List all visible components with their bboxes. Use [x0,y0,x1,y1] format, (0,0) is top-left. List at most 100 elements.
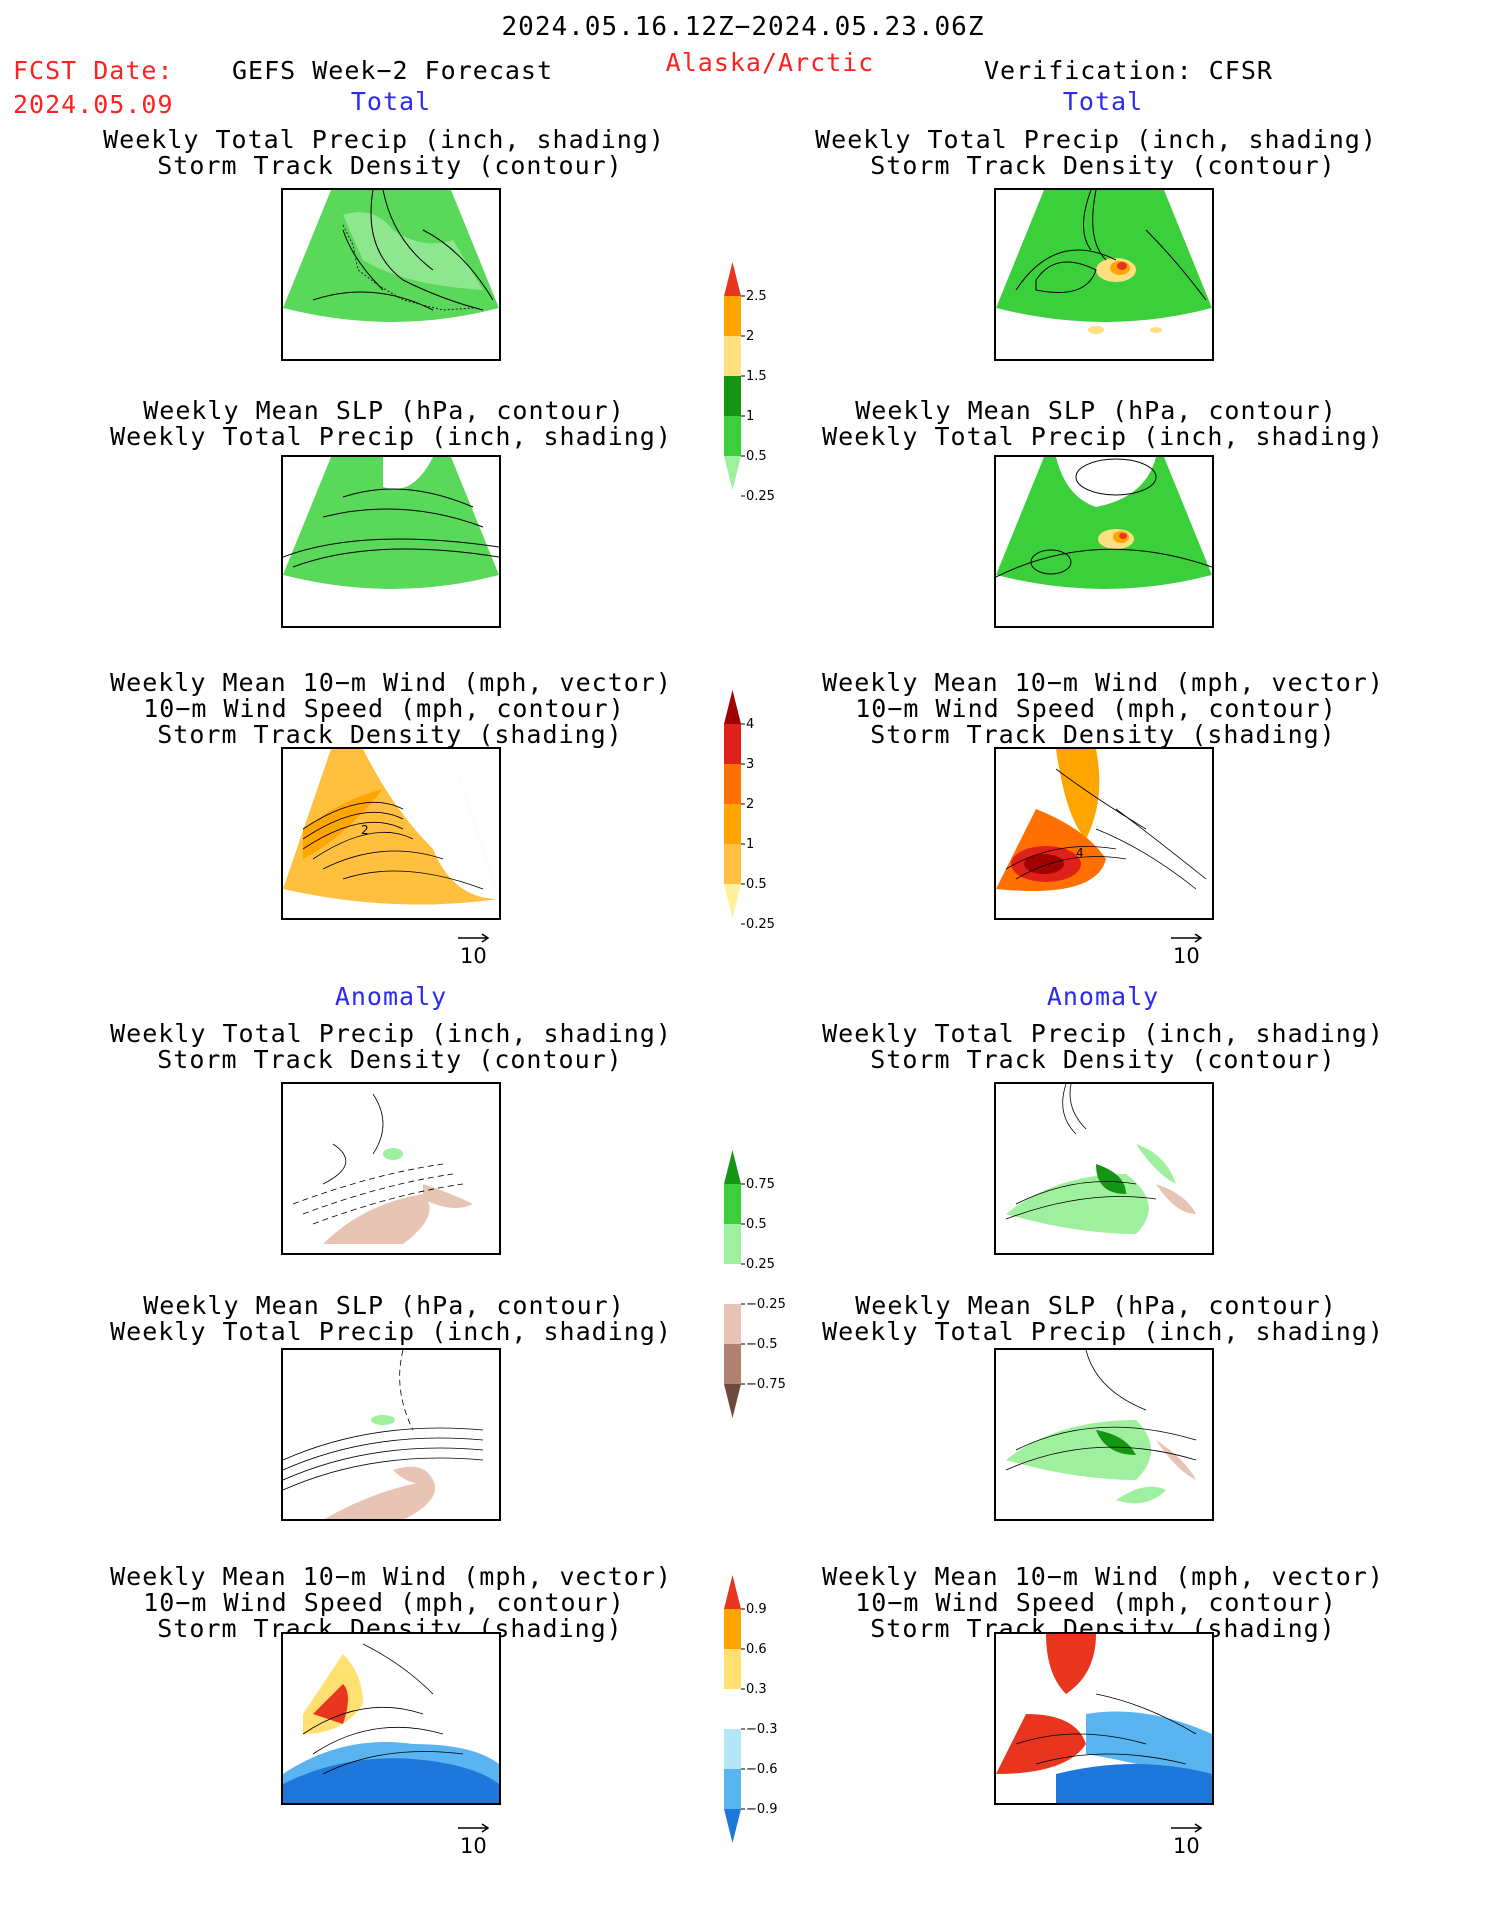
colorbar-label: 3 [746,757,754,772]
colorbar-label: 0.5 [746,877,767,892]
map-anom-precip-verification [994,1082,1214,1255]
verification-label: Verification: CFSR [984,56,1273,85]
map-anom-slp-forecast [281,1348,501,1521]
colorbar-precip-total: 2.5 2 1.5 1 0.5 0.25 [707,262,775,551]
colorbar-segment [724,1384,741,1418]
colorbar-segment [724,884,741,918]
colorbar-label: −0.6 [746,1762,778,1777]
colorbar-segment [724,1809,741,1843]
title-l5-line2: Weekly Total Precip (inch, shading) [110,1317,672,1346]
vector-reference-arrow: 10 [456,1820,516,1858]
colorbar-storm-total: 4 3 2 1 0.5 0.25 [707,690,775,979]
vector-reference-arrow: 10 [1169,1820,1229,1858]
colorbar-label: 4 [746,717,754,732]
colorbar-segment [724,844,741,884]
colorbar-label: 1.5 [746,369,767,384]
colorbar-segment [724,1344,741,1384]
section-anomaly-left: Anomaly [334,982,448,1011]
colorbar-segment [724,336,741,376]
title-r2-line1: Weekly Mean SLP (hPa, contour) [855,396,1337,425]
title-r5-line1: Weekly Mean SLP (hPa, contour) [855,1291,1337,1320]
colorbar-label: −0.75 [746,1377,786,1392]
colorbar-label: −0.5 [746,1337,778,1352]
vector-reference-label: 10 [1173,944,1200,968]
colorbar-label: 0.25 [746,1257,775,1272]
colorbar-segment [724,1689,741,1729]
map-total-slp-forecast [281,455,501,628]
title-r3-line3: Storm Track Density (shading) [870,720,1336,749]
title-l4-line2: Storm Track Density (contour) [157,1045,623,1074]
contour-label: 2 [361,823,369,837]
colorbar-segment [724,1609,741,1649]
title-l1-line1: Weekly Total Precip (inch, shading) [103,125,665,154]
title-l3-line3: Storm Track Density (shading) [157,720,623,749]
title-l5-line1: Weekly Mean SLP (hPa, contour) [143,1291,625,1320]
colorbar-segment [724,1150,741,1184]
colorbar-segment [724,1649,741,1689]
title-r4-line2: Storm Track Density (contour) [870,1045,1336,1074]
vector-reference-label: 10 [460,944,487,968]
colorbar-segment [724,764,741,804]
section-total-left: Total [350,87,432,116]
colorbar-segment [724,456,741,490]
title-r4-line1: Weekly Total Precip (inch, shading) [822,1019,1384,1048]
title-r5-line2: Weekly Total Precip (inch, shading) [822,1317,1384,1346]
title-l6-line1: Weekly Mean 10−m Wind (mph, vector) [110,1562,672,1591]
colorbar-label: 2 [746,329,754,344]
title-r6-line1: Weekly Mean 10−m Wind (mph, vector) [822,1562,1384,1591]
colorbar-segment [724,262,741,296]
title-r3-line2: 10−m Wind Speed (mph, contour) [855,694,1337,723]
fcst-date-value: 2024.05.09 [13,90,174,119]
title-r2-line2: Weekly Total Precip (inch, shading) [822,422,1384,451]
section-total-right: Total [1062,87,1144,116]
colorbar-label: 2.5 [746,289,767,304]
title-r1-line2: Storm Track Density (contour) [870,151,1336,180]
colorbar-label: 0.5 [746,449,767,464]
colorbar-storm-anomaly: 0.9 0.6 0.3 −0.3 −0.6 −0.9 [707,1575,778,1864]
title-r3-line1: Weekly Mean 10−m Wind (mph, vector) [822,668,1384,697]
section-anomaly-right: Anomaly [1046,982,1160,1011]
colorbar-label: 2 [746,797,754,812]
colorbar-label: 0.75 [746,1177,775,1192]
title-l3-line2: 10−m Wind Speed (mph, contour) [143,694,625,723]
map-total-slp-verification [994,455,1214,628]
title-l2-line2: Weekly Total Precip (inch, shading) [110,422,672,451]
map-anom-wind-forecast [281,1632,501,1805]
region-title: Alaska/Arctic [665,48,875,77]
colorbar-label: −0.25 [746,1297,786,1312]
colorbar-segment [724,1264,741,1304]
colorbar-label: −0.3 [746,1722,778,1737]
vector-reference-arrow: 10 [456,930,516,968]
title-l3-line1: Weekly Mean 10−m Wind (mph, vector) [110,668,672,697]
title-l4-line1: Weekly Total Precip (inch, shading) [110,1019,672,1048]
colorbar-segment [724,1184,741,1224]
colorbar-segment [724,1769,741,1809]
colorbar-segment [724,1304,741,1344]
contour-label: 4 [1076,846,1084,860]
colorbar-label: 0.3 [746,1682,767,1697]
colorbar-precip-anomaly: 0.75 0.5 0.25 −0.25 −0.5 −0.75 [707,1150,786,1439]
vector-reference-label: 10 [1173,1834,1200,1858]
colorbar-segment [724,416,741,456]
vector-reference-label: 10 [460,1834,487,1858]
vector-reference-arrow: 10 [1169,930,1229,968]
colorbar-segment [724,1729,741,1769]
colorbar-segment [724,1224,741,1264]
map-total-wind-forecast: 2 [281,747,501,920]
model-title: GEFS Week−2 Forecast [232,56,554,85]
colorbar-label: 0.25 [746,917,775,932]
colorbar-label: 1 [746,837,754,852]
title-r6-line2: 10−m Wind Speed (mph, contour) [855,1588,1337,1617]
colorbar-label: 0.25 [746,489,775,504]
colorbar-segment [724,804,741,844]
map-anom-wind-verification [994,1632,1214,1805]
map-anom-slp-verification [994,1348,1214,1521]
map-total-wind-verification: 4 [994,747,1214,920]
title-l2-line1: Weekly Mean SLP (hPa, contour) [143,396,625,425]
title-l6-line2: 10−m Wind Speed (mph, contour) [143,1588,625,1617]
map-total-precip-verification [994,188,1214,361]
fcst-date-label: FCST Date: [13,56,174,85]
colorbar-segment [724,1575,741,1609]
colorbar-label: −0.9 [746,1802,778,1817]
valid-period: 2024.05.16.12Z−2024.05.23.06Z [501,12,985,42]
